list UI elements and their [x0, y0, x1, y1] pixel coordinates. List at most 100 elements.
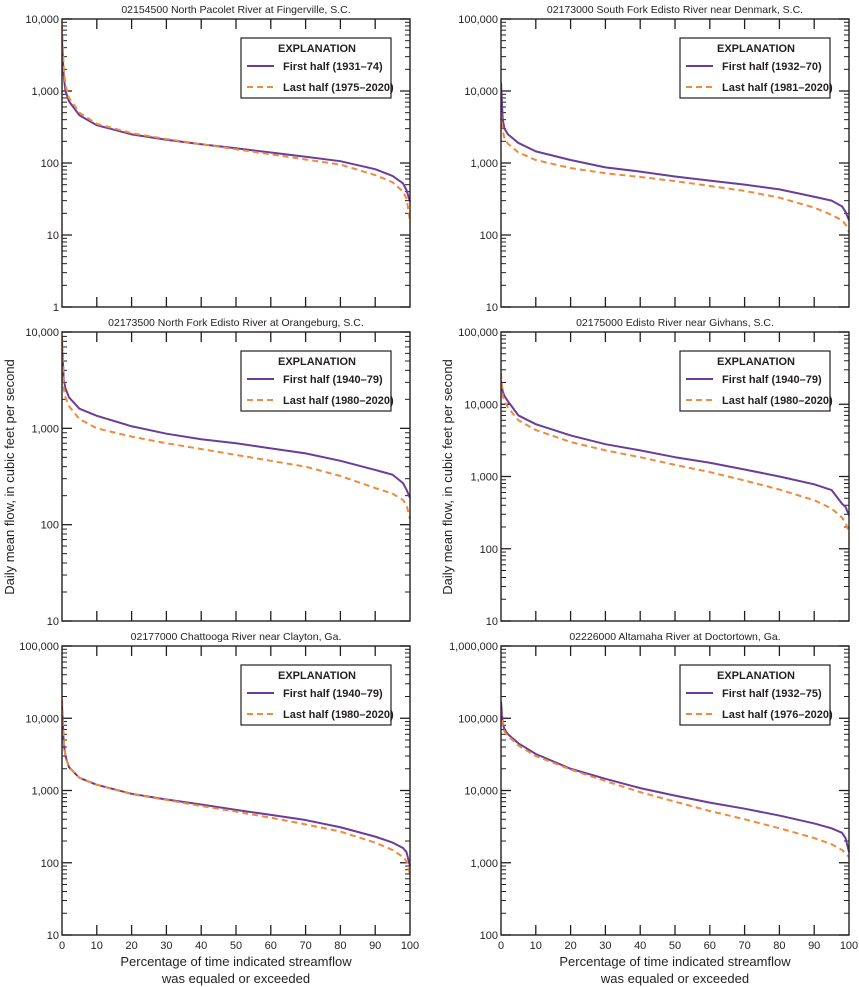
x-axis-title-left-line2: was equaled or exceeded: [161, 971, 310, 986]
panel-title: 02154500 North Pacolet River at Fingervi…: [121, 4, 350, 16]
y-tick-label: 1,000: [31, 786, 59, 798]
x-tick-label: 40: [195, 940, 207, 952]
y-tick-label: 10: [47, 230, 59, 242]
legend-title: EXPLANATION: [717, 356, 795, 368]
panels: 02154500 North Pacolet River at Fingervi…: [19, 4, 858, 952]
plot-frame: [500, 331, 850, 622]
plot-frame: [61, 18, 411, 308]
legend-title: EXPLANATION: [278, 43, 356, 55]
legend: EXPLANATION First half (1940–79) Last half…: [240, 350, 394, 412]
x-tick-label: 0: [498, 940, 504, 952]
legend-first-half-label: First half (1932–70): [722, 61, 822, 73]
panel-title: 02173000 South Fork Edisto River near De…: [547, 4, 803, 16]
x-tick-label: 20: [125, 940, 137, 952]
legend-box: [679, 350, 831, 412]
x-tick-label: 50: [669, 940, 681, 952]
x-tick-label: 40: [634, 940, 646, 952]
y-tick-label: 1,000: [470, 858, 498, 870]
y-tick-label: 100: [41, 158, 59, 170]
y-tick-label: 100,000: [458, 327, 498, 339]
legend-last-half-label: Last half (1975–2020): [283, 82, 394, 94]
legend-first-half-label: First half (1940–79): [283, 374, 383, 386]
legend-box: [240, 350, 392, 412]
legend-title: EXPLANATION: [278, 670, 356, 682]
chart-panel-4: 02175000 Edisto River near Givhans, S.C.…: [458, 317, 850, 628]
y-tick-label: 100: [480, 544, 498, 556]
y-tick-label: 100: [41, 520, 59, 532]
y-tick-label: 1,000,000: [449, 641, 498, 653]
y-tick-label: 10,000: [464, 399, 498, 411]
series-first-half-line: [62, 341, 411, 499]
x-tick-label: 70: [738, 940, 750, 952]
legend: EXPLANATION First half (1940–79) Last half…: [240, 664, 394, 726]
plot-frame: [61, 331, 411, 622]
series-first-half-line: [501, 380, 850, 516]
panel-title: 02177000 Chattooga River near Clayton, G…: [131, 631, 342, 643]
x-tick-label: 10: [530, 940, 542, 952]
x-tick-label: 30: [160, 940, 172, 952]
legend: EXPLANATION First half (1931–74) Last half…: [240, 37, 394, 99]
legend-first-half-label: First half (1932–75): [722, 688, 822, 700]
series-first-half-line: [501, 701, 850, 853]
x-tick-label: 20: [564, 940, 576, 952]
x-axis-title-right-line1: Percentage of time indicated streamflow: [559, 954, 791, 969]
y-tick-label: 100: [41, 858, 59, 870]
legend-title: EXPLANATION: [717, 670, 795, 682]
x-axis-title-left-line1: Percentage of time indicated streamflow: [120, 954, 352, 969]
x-tick-label: 100: [840, 940, 858, 952]
series-last-half-line: [62, 25, 411, 221]
plot-frame: [61, 645, 411, 936]
panel-title: 02226000 Altamaha River at Doctortown, G…: [569, 631, 780, 643]
y-tick-label: 100: [480, 930, 498, 942]
plot-frame: [500, 18, 850, 308]
legend-first-half-label: First half (1940–79): [283, 688, 383, 700]
y-tick-label: 100,000: [458, 14, 498, 26]
y-axis-title-left: Daily mean flow, in cubic feet per secon…: [2, 359, 17, 595]
y-tick-label: 1,000: [31, 423, 59, 435]
x-tick-label: 0: [59, 940, 65, 952]
legend: EXPLANATION First half (1940–79) Last half…: [679, 350, 833, 412]
y-tick-label: 1: [53, 302, 59, 314]
y-tick-label: 10: [47, 930, 59, 942]
legend-last-half-label: Last half (1980–2020): [283, 395, 394, 407]
chart-panel-1: 02154500 North Pacolet River at Fingervi…: [25, 4, 411, 314]
series-first-half-line: [62, 705, 411, 867]
x-tick-label: 80: [334, 940, 346, 952]
chart-panel-3: 02173500 North Fork Edisto River at Oran…: [25, 317, 411, 628]
y-tick-label: 10: [486, 302, 498, 314]
legend-box: [679, 37, 831, 99]
x-tick-label: 10: [91, 940, 103, 952]
y-tick-label: 10: [486, 616, 498, 628]
legend-box: [240, 37, 392, 99]
panel-title: 02175000 Edisto River near Givhans, S.C.: [576, 317, 774, 329]
series-last-half-line: [62, 699, 411, 875]
legend-last-half-label: Last half (1980–2020): [283, 709, 394, 721]
chart-panel-2: 02173000 South Fork Edisto River near De…: [458, 4, 850, 314]
legend-last-half-label: Last half (1981–2020): [722, 82, 833, 94]
x-tick-label: 70: [299, 940, 311, 952]
y-tick-label: 100: [480, 230, 498, 242]
legend: EXPLANATION First half (1932–70) Last half…: [679, 37, 833, 99]
y-tick-label: 10,000: [25, 327, 59, 339]
x-tick-label: 30: [599, 940, 611, 952]
series-last-half-line: [501, 709, 850, 858]
y-tick-label: 10,000: [25, 14, 59, 26]
legend-last-half-label: Last half (1976–2020): [722, 709, 833, 721]
x-tick-label: 100: [401, 940, 419, 952]
y-tick-label: 10,000: [464, 86, 498, 98]
y-tick-label: 10,000: [25, 713, 59, 725]
y-tick-label: 10,000: [464, 786, 498, 798]
legend-box: [679, 664, 831, 726]
series-last-half-line: [501, 373, 850, 533]
y-tick-label: 100,000: [458, 713, 498, 725]
legend-title: EXPLANATION: [717, 43, 795, 55]
panel-title: 02173500 North Fork Edisto River at Oran…: [108, 317, 364, 329]
x-tick-label: 60: [704, 940, 716, 952]
x-tick-label: 90: [369, 940, 381, 952]
y-tick-label: 1,000: [31, 86, 59, 98]
y-tick-label: 100,000: [19, 641, 59, 653]
legend-box: [240, 664, 392, 726]
legend: EXPLANATION First half (1932–75) Last half…: [679, 664, 833, 726]
x-tick-label: 50: [230, 940, 242, 952]
